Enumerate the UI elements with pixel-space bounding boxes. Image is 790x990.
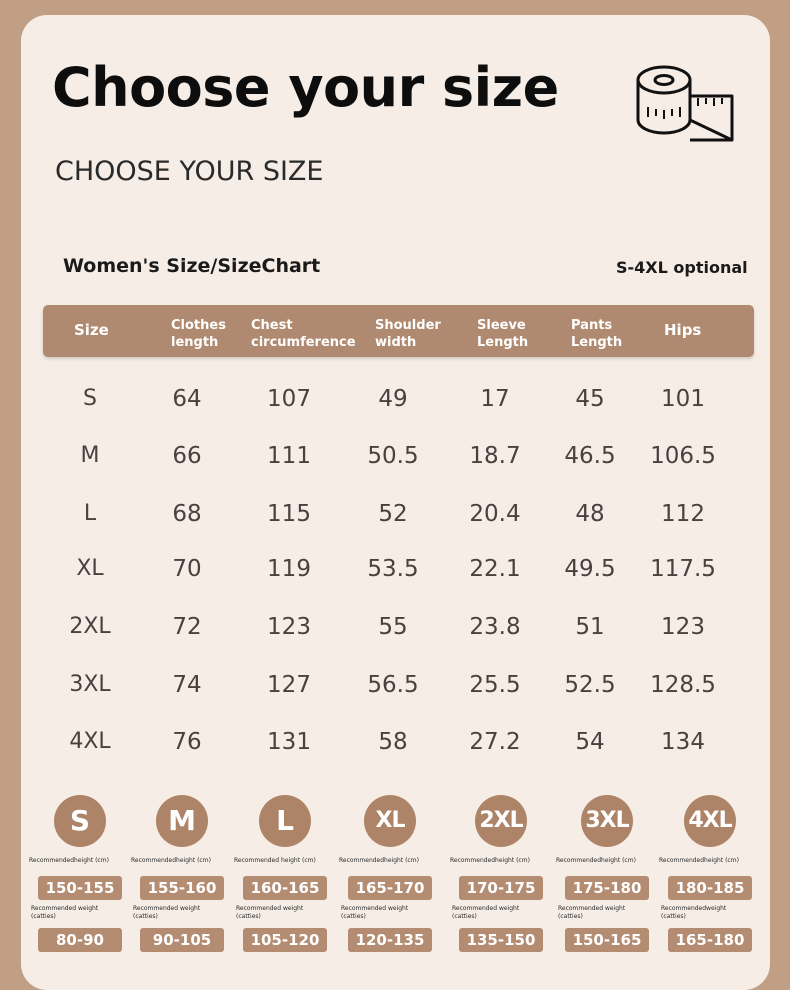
cell-shoulder: 50.5: [367, 443, 419, 469]
weight-label: Recommended weight (catties): [133, 905, 201, 920]
height-label: Recommendedheight (cm): [450, 857, 530, 864]
height-label: Recommendedheight (cm): [339, 857, 419, 864]
cell-shoulder: 55: [378, 614, 408, 640]
weight-label: Recommended weight (catties): [341, 905, 409, 920]
size-range-note: S-4XL optional: [616, 258, 748, 277]
cell-chest: 131: [267, 729, 311, 755]
cell-clothes-length: 68: [172, 501, 202, 527]
size-badge: 4XL: [684, 795, 736, 847]
cell-hips: 101: [661, 386, 705, 412]
cell-sleeve: 17: [480, 386, 510, 412]
column-header-sleeve: Sleeve Length: [477, 318, 529, 350]
weight-range: 90-105: [140, 928, 224, 952]
cell-hips: 134: [661, 729, 705, 755]
weight-range: 80-90: [38, 928, 122, 952]
column-header-chest: Chest circumference: [251, 318, 356, 350]
weight-range: 135-150: [459, 928, 543, 952]
size-badge: S: [54, 795, 106, 847]
cell-clothes-length: 66: [172, 443, 202, 469]
cell-sleeve: 22.1: [469, 556, 521, 582]
cell-hips: 128.5: [650, 672, 716, 698]
page-subtitle: CHOOSE YOUR SIZE: [55, 156, 324, 187]
height-range: 150-155: [38, 876, 122, 900]
cell-size: L: [83, 501, 97, 526]
chart-title: Women's Size/SizeChart: [63, 255, 321, 277]
cell-sleeve: 27.2: [469, 729, 521, 755]
cell-size: M: [80, 443, 100, 468]
column-header-size: Size: [74, 321, 109, 339]
cell-size: XL: [76, 556, 104, 581]
column-header-shoulder: Shoulder width: [375, 318, 441, 350]
height-range: 175-180: [565, 876, 649, 900]
measuring-tape-icon: [636, 65, 734, 142]
cell-shoulder: 56.5: [367, 672, 419, 698]
cell-clothes-length: 76: [172, 729, 202, 755]
size-badge: 2XL: [475, 795, 527, 847]
cell-chest: 119: [267, 556, 311, 582]
cell-pants: 45: [575, 386, 605, 412]
height-label: Recommendedheight (cm): [659, 857, 739, 864]
height-range: 180-185: [668, 876, 752, 900]
height-range: 155-160: [140, 876, 224, 900]
cell-clothes-length: 72: [172, 614, 202, 640]
size-badge: L: [259, 795, 311, 847]
cell-chest: 107: [267, 386, 311, 412]
cell-hips: 123: [661, 614, 705, 640]
column-header-pants: Pants Length: [571, 318, 623, 350]
weight-range: 150-165: [565, 928, 649, 952]
cell-chest: 111: [267, 443, 311, 469]
cell-hips: 117.5: [650, 556, 716, 582]
cell-pants: 46.5: [564, 443, 616, 469]
cell-pants: 49.5: [564, 556, 616, 582]
height-label: Recommendedheight (cm): [29, 857, 109, 864]
cell-shoulder: 53.5: [367, 556, 419, 582]
cell-pants: 51: [575, 614, 605, 640]
height-label: Recommendedheight (cm): [556, 857, 636, 864]
cell-chest: 115: [267, 501, 311, 527]
weight-label: Recommended weight (catties): [452, 905, 520, 920]
weight-range: 120-135: [348, 928, 432, 952]
cell-sleeve: 23.8: [469, 614, 521, 640]
weight-range: 105-120: [243, 928, 327, 952]
height-range: 170-175: [459, 876, 543, 900]
size-badge: M: [156, 795, 208, 847]
cell-clothes-length: 74: [172, 672, 202, 698]
height-label: Recommended height (cm): [234, 857, 316, 864]
cell-size: 2XL: [69, 614, 111, 639]
cell-size: 3XL: [69, 672, 111, 697]
cell-hips: 106.5: [650, 443, 716, 469]
cell-pants: 54: [575, 729, 605, 755]
cell-clothes-length: 64: [172, 386, 202, 412]
weight-label: Recommendedweight (catties): [661, 905, 727, 920]
cell-chest: 127: [267, 672, 311, 698]
cell-shoulder: 52: [378, 501, 408, 527]
column-header-hips: Hips: [664, 321, 702, 339]
page-title: Choose your size: [52, 56, 559, 119]
cell-size: S: [83, 386, 97, 411]
column-header-clothes-length: Clothes length: [171, 318, 226, 350]
cell-pants: 52.5: [564, 672, 616, 698]
cell-shoulder: 49: [378, 386, 408, 412]
height-range: 165-170: [348, 876, 432, 900]
cell-shoulder: 58: [378, 729, 408, 755]
size-badge: XL: [364, 795, 416, 847]
cell-pants: 48: [575, 501, 605, 527]
cell-size: 4XL: [69, 729, 111, 754]
weight-label: Recommended weight (catties): [31, 905, 99, 920]
size-badge: 3XL: [581, 795, 633, 847]
weight-label: Recommended weight (catties): [558, 905, 626, 920]
height-range: 160-165: [243, 876, 327, 900]
cell-sleeve: 20.4: [469, 501, 521, 527]
cell-clothes-length: 70: [172, 556, 202, 582]
cell-sleeve: 18.7: [469, 443, 521, 469]
cell-sleeve: 25.5: [469, 672, 521, 698]
cell-hips: 112: [661, 501, 705, 527]
height-label: Recommendedheight (cm): [131, 857, 211, 864]
weight-range: 165-180: [668, 928, 752, 952]
cell-chest: 123: [267, 614, 311, 640]
weight-label: Recommended weight (catties): [236, 905, 304, 920]
table-header: Size Clothes length Chest circumference Sh…: [43, 305, 754, 357]
